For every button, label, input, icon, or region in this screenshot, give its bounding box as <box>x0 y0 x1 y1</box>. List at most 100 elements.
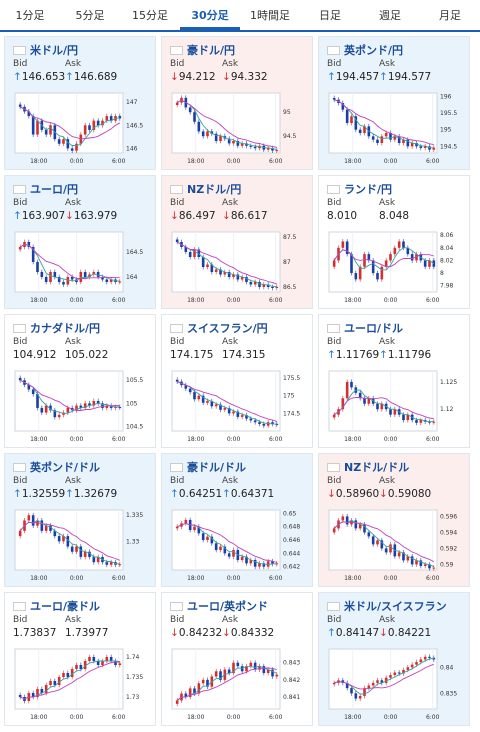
currency-pair-title[interactable]: 米ドル/円 <box>13 42 78 58</box>
candle-body <box>88 125 91 130</box>
candle-body <box>358 695 362 699</box>
ask-value: 174.315 <box>222 349 265 361</box>
price-chart[interactable]: 18:00 0:00 6:00 8.06 8.04 8.02 8 7.98 <box>325 228 465 306</box>
currency-card[interactable]: 英ポンド/ドル Bid Ask ↑1.32559 ↑1.32679 18:00 0:00 6:… <box>4 453 156 587</box>
currency-card[interactable]: ユーロ/円 Bid Ask ↑163.907 ↓163.979 18:00 0:00 6:00… <box>4 175 156 309</box>
candle-body <box>367 254 371 261</box>
tab-daily[interactable]: 日足 <box>319 9 341 22</box>
ma-short-line <box>176 241 277 288</box>
ask-price: 194.577 <box>387 71 432 83</box>
candle-body <box>27 384 31 390</box>
currency-pair-title[interactable]: 豪ドル/円 <box>170 42 235 58</box>
currency-card[interactable]: 豪ドル/円 Bid Ask ↓94.212 ↓94.332 18:00 0:00 6:00 95… <box>161 36 313 170</box>
candle-body <box>31 515 35 526</box>
candle-body <box>44 525 48 531</box>
y-tick-label: 0.648 <box>283 524 300 531</box>
currency-pair-title[interactable]: 英ポンド/円 <box>327 42 403 58</box>
currency-card[interactable]: ユーロ/豪ドル Bid Ask 1.73837 1.73977 18:00 0:00 6:00… <box>4 592 156 726</box>
currency-pair-title[interactable]: 英ポンド/ドル <box>13 459 100 475</box>
candle-body <box>363 688 366 696</box>
ma-short-line <box>333 247 435 271</box>
currency-pair-title[interactable]: ユーロ/円 <box>13 181 78 197</box>
price-chart[interactable]: 18:00 0:00 6:00 0.84 0.835 <box>325 645 465 723</box>
price-chart[interactable]: 18:00 0:00 6:00 164.5 164 <box>11 228 151 306</box>
currency-pair-title[interactable]: ユーロ/英ポンド <box>170 598 268 614</box>
tab-1min[interactable]: 1分足 <box>15 9 45 22</box>
currency-card[interactable]: ユーロ/ドル Bid Ask ↑1.11769 ↑1.11796 18:00 0:00 6:0… <box>318 314 470 448</box>
currency-pair-title[interactable]: NZドル/ドル <box>327 459 409 475</box>
tab-monthly[interactable]: 月足 <box>439 9 461 22</box>
currency-pair-title[interactable]: ランド/円 <box>327 181 392 197</box>
price-chart[interactable]: 18:00 0:00 6:00 0.843 0.842 0.841 <box>168 645 308 723</box>
currency-card[interactable]: 豪ドル/ドル Bid Ask ↑0.64251 ↑0.64371 18:00 0:00 6:0… <box>161 453 313 587</box>
currency-card[interactable]: ランド/円 Bid Ask 8.010 8.048 18:00 0:00 6:00 8.06 8.… <box>318 175 470 309</box>
price-chart[interactable]: 18:00 0:00 6:00 95 94.5 <box>168 89 308 167</box>
candle-body <box>114 661 117 665</box>
price-chart[interactable]: 18:00 0:00 6:00 196 195.5 195 194.5 <box>325 89 465 167</box>
price-chart[interactable]: 18:00 0:00 6:00 1.74 1.735 1.73 <box>11 645 151 723</box>
currency-pair-title[interactable]: スイスフラン/円 <box>170 320 268 336</box>
candle-body <box>410 556 414 565</box>
bid-value: ↑163.907 <box>13 210 65 222</box>
currency-pair-title[interactable]: ユーロ/ドル <box>327 320 403 336</box>
candle-body <box>371 682 375 686</box>
time-tick-label: 6:00 <box>426 575 440 582</box>
currency-card[interactable]: ユーロ/英ポンド Bid Ask ↓0.84232 ↓0.84332 18:00 0:00 6… <box>161 592 313 726</box>
candle-body <box>253 662 257 670</box>
currency-card[interactable]: NZドル/円 Bid Ask ↓86.497 ↓86.617 18:00 0:00 6:00 8… <box>161 175 313 309</box>
candle-body <box>415 662 418 665</box>
currency-card[interactable]: NZドル/ドル Bid Ask ↓0.58960 ↓0.59080 18:00 0:00 6:… <box>318 453 470 587</box>
bid-price: 0.84232 <box>178 627 223 639</box>
candle-body <box>44 685 48 693</box>
bid-label: Bid <box>13 476 28 486</box>
ask-label: Ask <box>65 615 82 625</box>
candle-body <box>96 272 100 277</box>
bid-value: ↓0.58960 <box>327 488 379 500</box>
currency-pair-title[interactable]: ユーロ/豪ドル <box>13 598 100 614</box>
tab-1hour[interactable]: 1時間足 <box>250 9 290 22</box>
y-tick-label: 0.84 <box>440 664 454 671</box>
price-chart[interactable]: 18:00 0:00 6:00 0.65 0.648 0.646 0.644 0.642 <box>168 506 308 584</box>
price-chart[interactable]: 18:00 0:00 6:00 0.596 0.594 0.592 0.59 <box>325 506 465 584</box>
tab-15min[interactable]: 15分足 <box>132 9 168 22</box>
time-tick-label: 6:00 <box>112 158 126 165</box>
candle-body <box>345 682 349 689</box>
candle-body <box>258 666 261 670</box>
price-chart[interactable]: 18:00 0:00 6:00 147 146.5 146 <box>11 89 151 167</box>
currency-pair-title[interactable]: 米ドル/スイスフラン <box>327 598 447 614</box>
price-chart[interactable]: 18:00 0:00 6:00 175.5 175 174.5 <box>168 367 308 445</box>
tab-weekly[interactable]: 週足 <box>379 9 401 22</box>
currency-card[interactable]: 英ポンド/円 Bid Ask ↑194.457 ↑194.577 18:00 0:00 6:0… <box>318 36 470 170</box>
y-tick-label: 1.33 <box>126 538 140 545</box>
price-chart[interactable]: 18:00 0:00 6:00 87.5 87 86.5 <box>168 228 308 306</box>
price-chart[interactable]: 18:00 0:00 6:00 105.5 105 104.5 <box>11 367 151 445</box>
price-chart[interactable]: 18:00 0:00 6:00 1.125 1.12 <box>325 367 465 445</box>
candle-body <box>423 260 427 267</box>
tab-5min[interactable]: 5分足 <box>75 9 105 22</box>
currency-pair-title[interactable]: NZドル/円 <box>170 181 241 197</box>
candle-body <box>118 281 122 283</box>
currency-card[interactable]: カナダドル/円 Bid Ask 104.912 105.022 18:00 0:00 6:00… <box>4 314 156 448</box>
candle-body <box>18 530 22 537</box>
candle-body <box>197 121 201 132</box>
arrow-up-icon: ↑ <box>379 349 388 361</box>
candle-body <box>245 143 248 146</box>
candle-body <box>354 116 358 130</box>
ask-price: 174.315 <box>222 349 266 361</box>
bid-label: Bid <box>13 59 28 69</box>
currency-card[interactable]: スイスフラン/円 Bid Ask 174.175 174.315 18:00 0:00 6:0… <box>161 314 313 448</box>
candle-body <box>53 410 57 418</box>
candle-body <box>193 112 196 122</box>
candle-body <box>83 661 87 669</box>
tab-30min[interactable]: 30分足 <box>180 0 240 30</box>
candle-body <box>105 116 109 121</box>
currency-card[interactable]: 米ドル/円 Bid Ask ↑146.653 ↑146.689 18:00 0:00 6:00… <box>4 36 156 170</box>
currency-pair-title[interactable]: 豪ドル/ドル <box>170 459 246 475</box>
currency-pair-title[interactable]: カナダドル/円 <box>13 320 100 336</box>
price-chart[interactable]: 18:00 0:00 6:00 1.335 1.33 <box>11 506 151 584</box>
candle-body <box>380 540 384 549</box>
currency-card[interactable]: 米ドル/スイスフラン Bid Ask ↑0.84147 ↓0.84221 18:00 0:0… <box>318 592 470 726</box>
y-tick-label: 8.02 <box>440 257 454 264</box>
y-tick-label: 0.835 <box>440 690 457 697</box>
ask-label: Ask <box>379 59 396 69</box>
